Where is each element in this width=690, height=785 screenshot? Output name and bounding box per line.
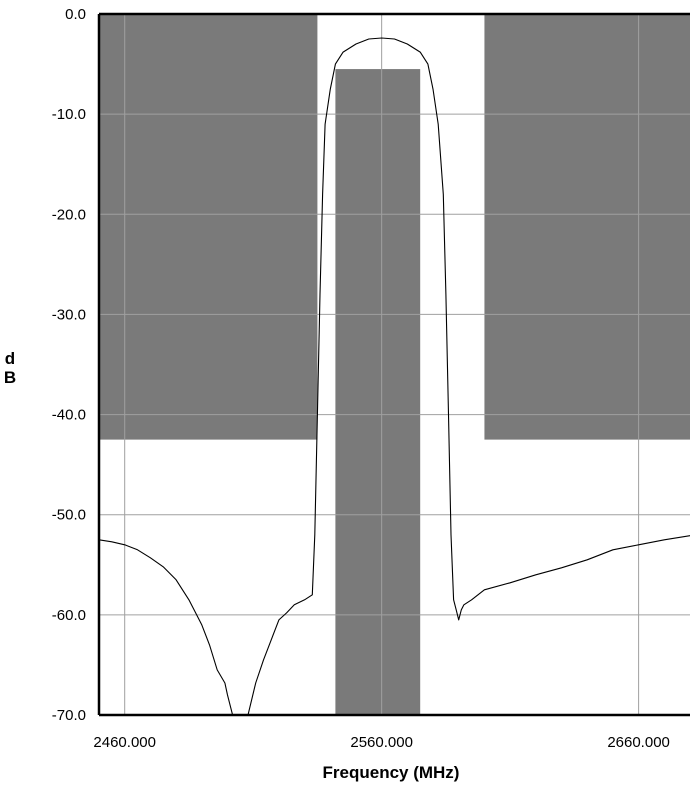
y-tick-label: 0.0 [65, 6, 86, 23]
y-axis-title-line-1: d [5, 349, 15, 368]
x-tick-label: 2460.000 [93, 734, 156, 751]
y-tick-label: -30.0 [52, 306, 86, 323]
y-tick-label: -50.0 [52, 507, 86, 524]
y-tick-label: -40.0 [52, 407, 86, 424]
x-tick-label: 2560.000 [350, 734, 413, 751]
y-tick-label: -60.0 [52, 607, 86, 624]
x-tick-labels: 2460.000 2560.000 2660.000 [93, 734, 669, 751]
y-tick-label: -20.0 [52, 206, 86, 223]
response-line-1 [98, 37, 690, 716]
mask-region-2 [335, 69, 421, 716]
x-tick-label: 2660.000 [607, 734, 670, 751]
spec-mask-regions [99, 14, 690, 716]
axes [97, 12, 690, 717]
y-tick-labels: 0.0 -10.0 -20.0 -30.0 -40.0 -50.0 -60.0 -70.0 [52, 6, 86, 724]
mask-region-1 [99, 14, 318, 440]
y-axis-title-line-2: B [4, 368, 16, 387]
response-line-layer [98, 37, 690, 716]
y-tick-label: -10.0 [52, 106, 86, 123]
x-axis-title: Frequency (MHz) [323, 763, 460, 782]
mask-region-3 [484, 14, 690, 440]
y-tick-label: -70.0 [52, 707, 86, 724]
grid [99, 14, 690, 715]
